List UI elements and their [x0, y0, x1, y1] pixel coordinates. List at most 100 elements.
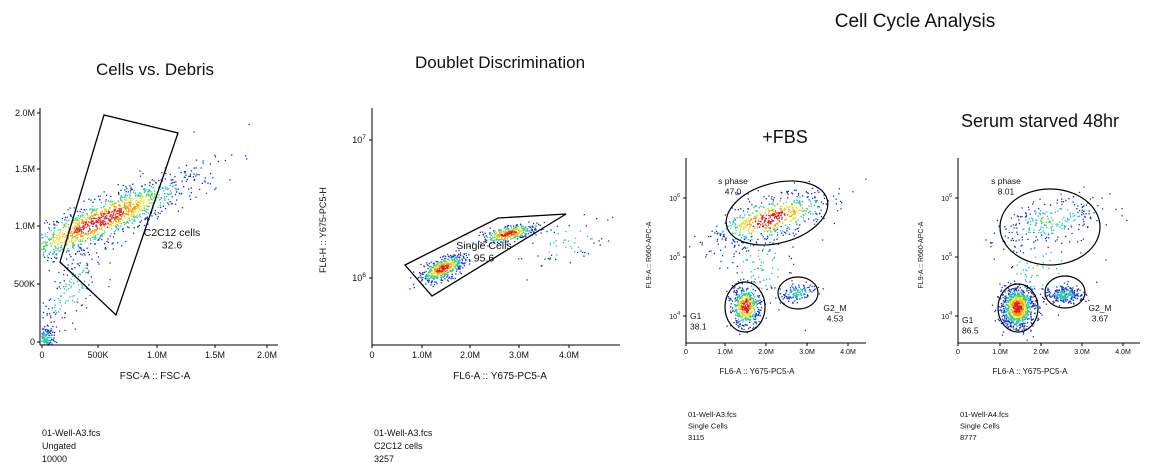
event-dot [43, 222, 46, 224]
y-tick-label: 2.0M [15, 108, 35, 118]
event-dot [725, 228, 727, 230]
event-dot [1023, 296, 1025, 298]
event-dot [53, 321, 55, 323]
event-dot [41, 334, 43, 336]
event-dot [125, 240, 127, 243]
event-dot [1032, 201, 1034, 203]
event-dot [1013, 314, 1015, 316]
event-dot [1001, 286, 1003, 289]
event-dot [750, 218, 752, 220]
event-dot [126, 221, 129, 223]
event-dot [1078, 224, 1080, 226]
gate-percent: 32.6 [162, 240, 183, 252]
event-dot [553, 241, 555, 244]
event-dot [516, 228, 518, 230]
event-dot [774, 287, 776, 289]
event-dot [143, 207, 145, 209]
event-dot [493, 230, 495, 232]
event-dot [1030, 321, 1032, 324]
event-dot [127, 217, 129, 219]
event-dot [500, 231, 502, 234]
event-dot [789, 289, 792, 291]
event-dot [45, 219, 47, 222]
event-dot [457, 268, 460, 270]
event-dot [85, 226, 87, 228]
event-dot [78, 229, 81, 231]
event-dot [46, 245, 48, 247]
event-dot [516, 228, 518, 231]
event-dot [107, 210, 110, 212]
event-dot [41, 237, 43, 239]
event-dot [50, 321, 52, 323]
event-dot [497, 236, 499, 238]
event-dot [188, 175, 190, 178]
event-dot [1084, 215, 1086, 218]
event-dot [758, 226, 761, 228]
event-dot [82, 269, 85, 272]
event-dot [65, 226, 67, 228]
event-dot [753, 231, 755, 233]
event-dot [422, 277, 424, 279]
event-dot [1019, 327, 1021, 329]
event-dot [493, 235, 496, 237]
event-dot [95, 226, 97, 228]
event-dot [1083, 220, 1085, 223]
event-dot [1032, 325, 1034, 327]
event-dot [458, 263, 460, 265]
y-tick-label: 1.0M [15, 221, 35, 231]
event-dot [748, 299, 750, 301]
event-dot [55, 257, 57, 260]
event-dot [112, 205, 115, 207]
event-dot [744, 318, 746, 320]
event-dot [725, 237, 727, 239]
event-dot [465, 252, 467, 255]
event-dot [167, 188, 170, 190]
event-dot [774, 224, 777, 226]
event-dot [55, 240, 57, 242]
event-dot [79, 253, 82, 255]
event-dot [734, 227, 737, 229]
event-dot [1068, 198, 1070, 200]
event-dot [738, 244, 740, 246]
event-dot [444, 278, 446, 280]
event-dot [1018, 317, 1020, 319]
event-dot [103, 209, 106, 211]
event-dot [766, 222, 769, 224]
event-dot [817, 190, 819, 192]
event-dot [47, 325, 49, 327]
event-dot [1017, 316, 1019, 318]
event-dot [556, 254, 558, 256]
event-dot [1021, 236, 1023, 238]
event-dot [506, 225, 508, 227]
event-dot [161, 210, 163, 212]
event-dot [451, 259, 454, 261]
event-dot [1005, 306, 1007, 309]
event-dot [443, 266, 445, 268]
event-dot [128, 227, 130, 229]
event-dot [134, 208, 136, 210]
event-dot [803, 214, 805, 217]
event-dot [214, 156, 217, 158]
event-dot [747, 299, 749, 302]
event-dot [814, 211, 816, 213]
event-dot [746, 303, 748, 306]
event-dot [52, 331, 54, 333]
event-dot [437, 270, 440, 272]
event-dot [801, 210, 803, 212]
event-dot [781, 222, 784, 224]
event-dot [852, 191, 854, 193]
event-dot [159, 212, 161, 215]
event-dot [505, 232, 507, 235]
event-dot [746, 309, 748, 311]
event-dot [812, 213, 814, 215]
event-dot [125, 207, 127, 209]
event-dot [749, 255, 752, 257]
event-dot [145, 217, 147, 219]
event-dot [102, 229, 104, 231]
event-dot [435, 268, 438, 270]
event-dot [66, 220, 68, 222]
event-dot [788, 211, 790, 213]
event-dot [510, 229, 513, 231]
event-dot [598, 240, 600, 242]
event-dot [1022, 325, 1024, 327]
